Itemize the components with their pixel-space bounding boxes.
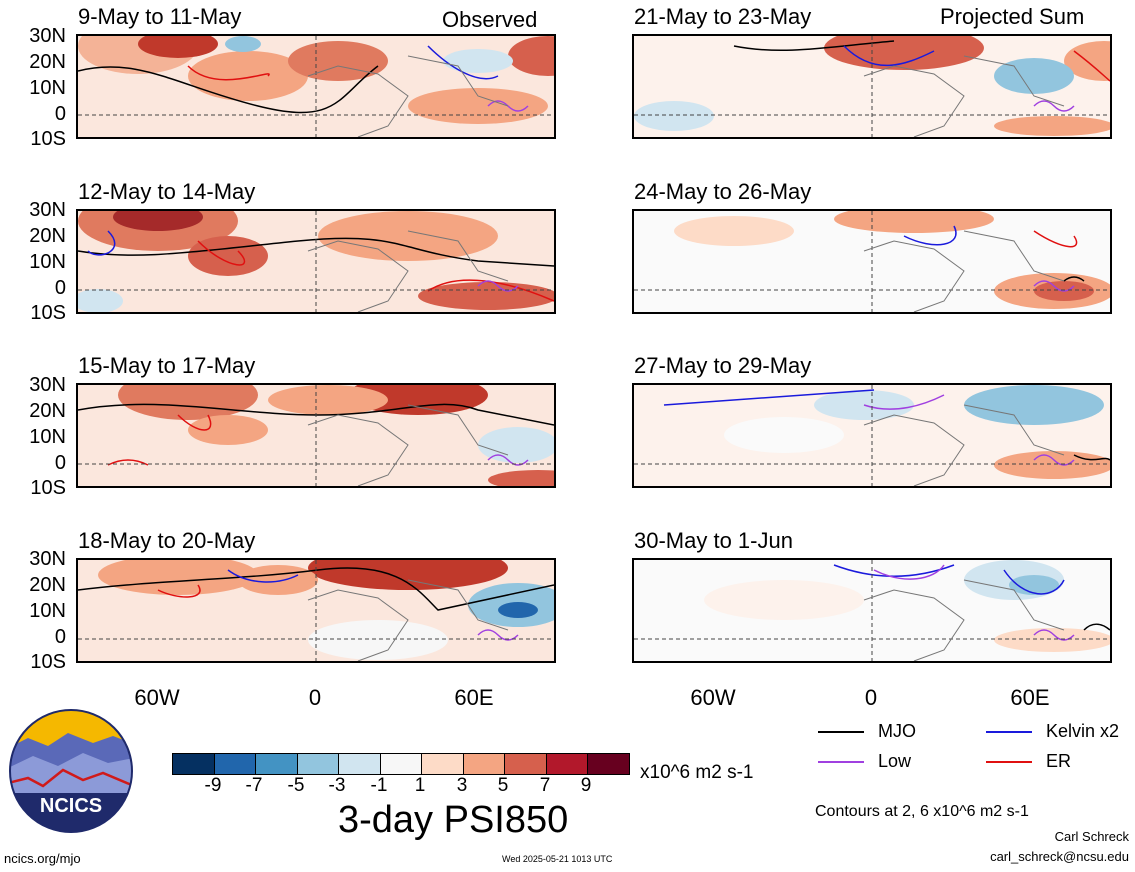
- footer-timestamp: Wed 2025-05-21 1013 UTC: [502, 854, 613, 864]
- map-panel-right-2: [632, 209, 1112, 314]
- panel-title-right-3: 27-May to 29-May: [634, 353, 812, 378]
- map-panel-right-3: [632, 383, 1112, 488]
- lat-label-eq: 0: [54, 103, 66, 125]
- logo-text: NCICS: [40, 795, 102, 817]
- map-panel-left-2: [76, 209, 556, 314]
- panel-title-right-1: 21-May to 23-May: [634, 4, 812, 29]
- colorbar: [172, 753, 630, 775]
- lat-label-20n: 20N: [29, 225, 66, 247]
- colorbar-tick-label: 5: [497, 775, 509, 796]
- colorbar-swatch: [255, 754, 297, 774]
- colorbar-swatch: [504, 754, 546, 774]
- lat-label-10n: 10N: [29, 600, 66, 622]
- projected-sum-label: Projected Sum: [940, 4, 1085, 29]
- map-panel-left-3: [76, 383, 556, 488]
- colorbar-tick-label: -5: [287, 775, 305, 796]
- panel-title-left-3: 15-May to 17-May: [78, 353, 256, 378]
- colorbar-swatch: [462, 754, 505, 774]
- lon-label-60e-right: 60E: [1010, 685, 1050, 710]
- colorbar-tick-label: 9: [580, 775, 592, 796]
- colorbar-swatch: [213, 754, 256, 774]
- colorbar-tick-label: 3: [456, 775, 468, 796]
- lat-label-eq: 0: [54, 452, 66, 474]
- colorbar-swatch: [296, 754, 339, 774]
- lat-label-20n: 20N: [29, 400, 66, 422]
- lat-label-10n: 10N: [29, 251, 66, 273]
- legend-label-low: Low: [878, 751, 912, 771]
- lat-label-30n: 30N: [29, 374, 66, 396]
- colorbar-tick-label: -3: [328, 775, 346, 796]
- panel-title-left-1: 9-May to 11-May: [78, 4, 242, 29]
- map-panel-right-4: [632, 558, 1112, 663]
- colorbar-unit: x10^6 m2 s-1: [640, 762, 754, 783]
- lat-label-20n: 20N: [29, 574, 66, 596]
- lat-label-eq: 0: [54, 626, 66, 648]
- map-panel-right-1: [632, 34, 1112, 139]
- lat-label-10s: 10S: [30, 302, 66, 324]
- footer-url[interactable]: ncics.org/mjo: [4, 851, 81, 866]
- lon-label-60e-left: 60E: [454, 685, 494, 710]
- lat-label-30n: 30N: [29, 548, 66, 570]
- lon-label-0-left: 0: [308, 685, 322, 710]
- colorbar-swatch: [421, 754, 463, 774]
- observed-label: Observed: [442, 7, 538, 32]
- lat-label-10n: 10N: [29, 426, 66, 448]
- lat-label-20n: 20N: [29, 51, 66, 73]
- contours-note: Contours at 2, 6 x10^6 m2 s-1: [815, 803, 1029, 820]
- panel-title-left-2: 12-May to 14-May: [78, 179, 256, 204]
- colorbar-swatch: [379, 754, 422, 774]
- legend-label-kelvin: Kelvin x2: [1046, 721, 1120, 741]
- lat-label-10s: 10S: [30, 651, 66, 673]
- map-panel-left-4: [76, 558, 556, 663]
- colorbar-tick-label: 7: [539, 775, 551, 796]
- lat-label-eq: 0: [54, 277, 66, 299]
- legend-swatch-er: [986, 761, 1032, 763]
- footer-author: Carl Schreck: [1054, 829, 1129, 844]
- legend-label-mjo: MJO: [878, 721, 916, 741]
- colorbar-swatch: [338, 754, 380, 774]
- lon-label-60w-right: 60W: [690, 685, 736, 710]
- map-panel-left-1: [76, 34, 556, 139]
- ncics-logo: NCICS: [8, 708, 134, 834]
- lon-label-60w-left: 60W: [134, 685, 180, 710]
- colorbar-swatch: [173, 754, 214, 774]
- legend-swatch-kelvin: [986, 731, 1032, 733]
- legend-swatch-low: [818, 761, 864, 763]
- panel-title-right-4: 30-May to 1-Jun: [634, 528, 793, 553]
- footer-email[interactable]: carl_schreck@ncsu.edu: [990, 849, 1129, 864]
- chart-title: 3-day PSI850: [338, 799, 569, 841]
- panel-title-right-2: 24-May to 26-May: [634, 179, 812, 204]
- lat-label-30n: 30N: [29, 25, 66, 47]
- lat-label-10s: 10S: [30, 128, 66, 150]
- legend: MJO Kelvin x2 Low ER: [818, 720, 1120, 780]
- legend-swatch-mjo: [818, 731, 864, 733]
- colorbar-labels: -9 -7 -5 -3 -1 1 3 5 7 9: [172, 776, 628, 798]
- colorbar-tick-label: -7: [245, 775, 263, 796]
- lat-label-10n: 10N: [29, 77, 66, 99]
- colorbar-swatch: [587, 754, 630, 774]
- lon-label-0-right: 0: [864, 685, 878, 710]
- colorbar-tick-label: -9: [204, 775, 222, 796]
- legend-label-er: ER: [1046, 751, 1072, 771]
- colorbar-swatch: [545, 754, 588, 774]
- lat-label-30n: 30N: [29, 199, 66, 221]
- colorbar-tick-label: -1: [370, 775, 388, 796]
- lat-label-10s: 10S: [30, 477, 66, 499]
- panel-title-left-4: 18-May to 20-May: [78, 528, 256, 553]
- colorbar-tick-label: 1: [414, 775, 426, 796]
